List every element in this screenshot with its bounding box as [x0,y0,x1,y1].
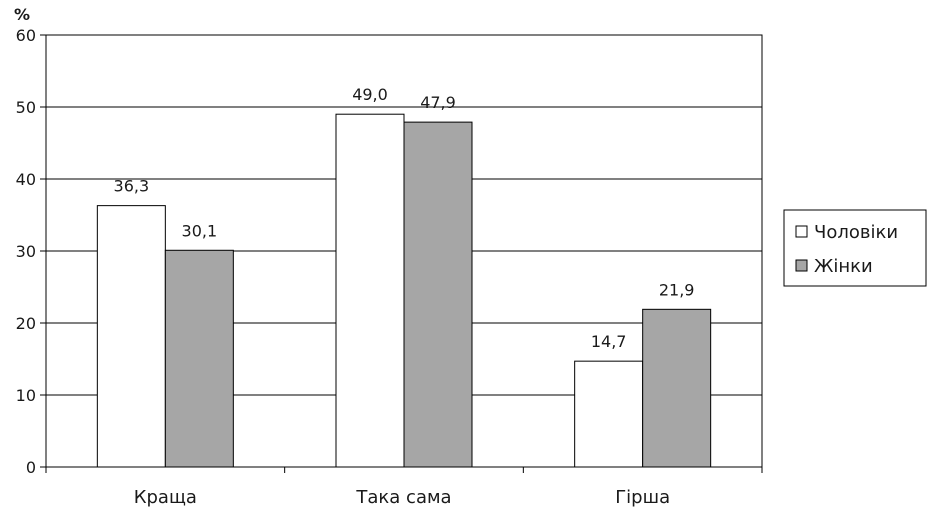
legend-box [783,209,927,287]
bar [164,249,234,468]
bar [335,113,405,468]
bar [642,308,712,468]
bar [403,121,473,468]
y-axis-unit-label: % [14,5,30,24]
y-tick-label: 50 [16,98,36,117]
y-tick-label: 10 [16,386,36,405]
y-tick-label: 20 [16,314,36,333]
bar-value-label: 14,7 [591,332,627,351]
legend-label: Жінки [814,256,873,277]
bar-value-label: 30,1 [182,221,218,240]
legend-label: Чоловіки [814,222,898,243]
legend: Чоловіки Жінки [783,209,927,287]
bar [96,205,166,468]
bar-value-label: 36,3 [114,177,150,196]
y-tick-label: 60 [16,26,36,45]
x-category-label: Гірша [615,487,670,508]
bar-value-label: 21,9 [659,280,695,299]
data-labels: 36,3 30,1 49,0 47,9 14,7 21,9 [114,85,695,351]
y-tick-label: 40 [16,170,36,189]
bar [574,360,644,468]
plot-frame [45,34,763,468]
legend-swatch [795,225,808,238]
y-tick-label: 30 [16,242,36,261]
bars [96,113,712,468]
axes: 0 10 20 30 40 50 60 Краща Така сама Гірша [16,26,763,508]
bar-value-label: 47,9 [420,93,456,112]
legend-swatch [795,259,808,272]
y-tick-label: 0 [26,458,36,477]
bar-value-label: 49,0 [352,85,388,104]
x-category-label: Краща [134,487,197,508]
x-category-label: Така сама [355,487,451,508]
